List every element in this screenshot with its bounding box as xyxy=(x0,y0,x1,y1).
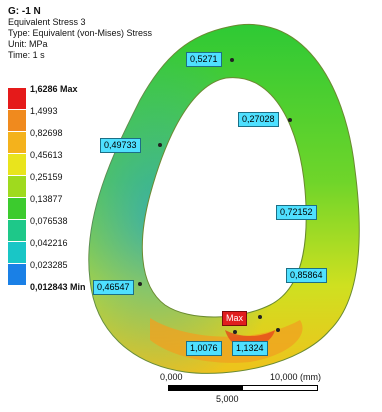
legend-label: 1,4993 xyxy=(30,106,58,116)
probe-label[interactable]: 0,5271 xyxy=(186,52,222,67)
legend-label: 1,6286 Max xyxy=(30,84,78,94)
probe-label[interactable]: 0,46547 xyxy=(93,280,134,295)
probe-label[interactable]: 1,1324 xyxy=(232,341,268,356)
scale-bar: 0,000 10,000 (mm) 5,000 xyxy=(160,372,370,412)
scale-mid-label: 5,000 xyxy=(216,394,239,404)
legend-label: 0,076538 xyxy=(30,216,68,226)
legend-swatch xyxy=(8,242,26,263)
result-name: Equivalent Stress 3 xyxy=(8,17,86,27)
legend-swatch xyxy=(8,154,26,175)
contour-legend: 1,6286 Max 1,4993 0,82698 0,45613 0,25159 0,1… xyxy=(8,84,98,306)
probe-label[interactable]: 0,27028 xyxy=(238,112,279,127)
probe-dot xyxy=(138,282,142,286)
probe-dot xyxy=(258,315,262,319)
result-header: G: -1 N Equivalent Stress 3 Type: Equiva… xyxy=(8,6,152,61)
result-type: Type: Equivalent (von-Mises) Stress xyxy=(8,28,153,38)
legend-label: 0,13877 xyxy=(30,194,63,204)
probe-label[interactable]: 0,85864 xyxy=(286,268,327,283)
scale-right-label: 10,000 (mm) xyxy=(270,372,322,382)
load-title: G: -1 N xyxy=(8,6,41,17)
legend-swatch xyxy=(8,88,26,109)
result-unit: Unit: MPa xyxy=(8,39,48,49)
probe-dot xyxy=(288,118,292,122)
probe-dot xyxy=(158,143,162,147)
probe-dot xyxy=(233,330,237,334)
legend-label: 0,45613 xyxy=(30,150,63,160)
legend-label: 0,82698 xyxy=(30,128,63,138)
legend-swatch xyxy=(8,132,26,153)
legend-swatch xyxy=(8,198,26,219)
probe-label[interactable]: 0,49733 xyxy=(100,138,141,153)
ring-inner-hole xyxy=(141,77,307,318)
legend-label: 0,042216 xyxy=(30,238,68,248)
result-time: Time: 1 s xyxy=(8,50,45,60)
legend-label: 0,023285 xyxy=(30,260,68,270)
probe-label[interactable]: 1,0076 xyxy=(186,341,222,356)
legend-swatch xyxy=(8,220,26,241)
legend-swatch xyxy=(8,110,26,131)
legend-swatch xyxy=(8,264,26,285)
legend-swatch xyxy=(8,176,26,197)
scale-bar-segment-white xyxy=(242,385,318,391)
probe-dot xyxy=(276,328,280,332)
probe-dot xyxy=(230,58,234,62)
legend-label: 0,25159 xyxy=(30,172,63,182)
legend-label: 0,012843 Min xyxy=(30,282,86,292)
probe-label[interactable]: 0,72152 xyxy=(276,205,317,220)
scale-left-label: 0,000 xyxy=(160,372,183,382)
max-probe-label[interactable]: Max xyxy=(222,311,248,326)
scale-bar-segment-black xyxy=(168,385,242,391)
